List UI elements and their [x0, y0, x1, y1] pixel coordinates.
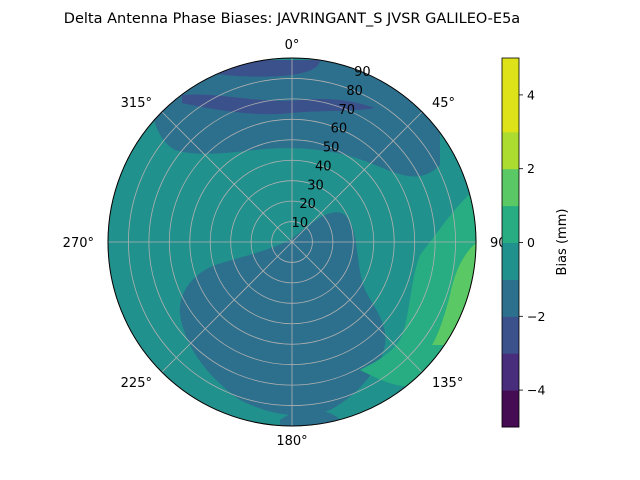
radial-tick-label: 40 [315, 159, 332, 174]
radial-tick-label: 70 [338, 103, 355, 118]
colorbar-tick-label: −4 [527, 383, 545, 398]
colorbar: −4 −2 0 2 4 [501, 57, 545, 428]
radial-tick-label: 10 [292, 216, 309, 231]
colorbar-label: Bias (mm) [555, 209, 570, 276]
radial-tick-label: 30 [307, 178, 324, 193]
contour-region-north-band [150, 60, 440, 177]
polar-frame [107, 57, 477, 427]
colorbar-segment [502, 131, 519, 170]
colorbar-tick-label: 2 [527, 161, 535, 176]
colorbar-segment [502, 316, 519, 354]
angular-tick-label: 0° [285, 38, 300, 53]
angular-tick-label: 135° [432, 376, 463, 391]
radial-tick-label: 50 [323, 141, 340, 156]
angular-tick-label: 270° [63, 236, 94, 251]
grid-spoke [291, 111, 423, 243]
chart-title: Delta Antenna Phase Biases: JAVRINGANT_S… [64, 11, 520, 27]
radial-tick-label: 60 [331, 122, 348, 137]
colorbar-segment [502, 353, 519, 391]
radial-tick-label: 80 [346, 84, 363, 99]
colorbar-tick-label: 4 [527, 87, 535, 102]
angular-tick-label: 315° [121, 96, 152, 111]
angular-tick-label: 225° [121, 376, 152, 391]
contour-region-south-center [179, 212, 386, 416]
contour-region-north-dark-strip [182, 94, 375, 115]
colorbar-tick-label: −2 [527, 309, 545, 324]
colorbar-segment [502, 94, 519, 133]
angular-tick-label: 180° [276, 434, 307, 449]
grid-spoke [291, 241, 423, 373]
colorbar-segment [502, 205, 519, 243]
colorbar-segment [502, 168, 519, 207]
radial-tick-label: 20 [299, 197, 316, 212]
polar-grid [107, 57, 477, 427]
colorbar-segment [502, 242, 519, 280]
colorbar-segment [502, 58, 519, 96]
radial-tick-label: 90 [354, 65, 371, 80]
angular-tick-labels: 0° 45° 90 135° 180° 225° 270° 315° [63, 38, 507, 449]
grid-spoke [161, 241, 293, 373]
colorbar-segment [502, 279, 519, 317]
angular-tick-label: 45° [432, 96, 455, 111]
radial-tick-labels: 10 20 30 40 50 60 70 80 90 [292, 65, 371, 231]
colorbar-tick-label: 0 [527, 235, 535, 250]
colorbar-segment [502, 390, 519, 428]
grid-spoke [161, 111, 293, 243]
